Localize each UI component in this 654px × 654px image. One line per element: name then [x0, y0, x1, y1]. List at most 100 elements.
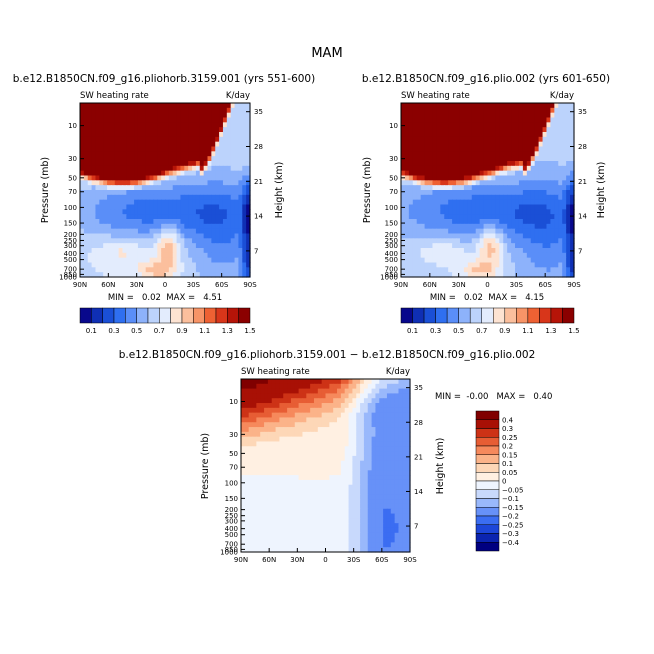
contour-cell — [491, 257, 496, 264]
contour-cell — [192, 141, 197, 148]
contour-cell — [404, 165, 410, 172]
contour-cell — [203, 204, 209, 210]
contour-cell — [408, 161, 414, 167]
contour-cell — [394, 407, 400, 414]
contour-cell — [546, 248, 552, 254]
contour-cell — [298, 398, 304, 404]
contour-cell — [518, 248, 524, 254]
contour-cell — [226, 252, 232, 259]
contour-cell — [290, 489, 296, 495]
contour-cell — [83, 146, 89, 152]
contour-cell — [134, 190, 139, 196]
contour-cell — [317, 403, 323, 409]
x-tick-label: 60S — [538, 281, 552, 289]
contour-cell — [126, 146, 131, 152]
contour-cell — [134, 238, 139, 244]
contour-cell — [542, 238, 548, 244]
contour-cell — [424, 248, 430, 254]
contour-cell — [87, 161, 93, 167]
contour-cell — [448, 107, 453, 114]
contour-cell — [507, 233, 512, 239]
contour-cell — [526, 199, 532, 206]
contour-cell — [294, 412, 300, 419]
contour-cell — [325, 489, 330, 495]
contour-cell — [570, 185, 575, 191]
contour-cell — [444, 107, 449, 114]
contour-cell — [416, 165, 422, 172]
contour-cell — [337, 547, 342, 553]
contour-cell — [340, 537, 346, 543]
contour-cell — [294, 379, 300, 385]
contour-cell — [530, 194, 536, 201]
contour-cell — [195, 161, 201, 167]
contour-cell — [436, 107, 441, 114]
contour-cell — [219, 238, 224, 244]
contour-cell — [283, 523, 288, 529]
contour-cell — [432, 214, 437, 220]
subtitle-left: SW heating rate — [80, 91, 149, 101]
contour-cell — [554, 272, 559, 278]
contour-cell — [279, 431, 284, 438]
contour-cell — [203, 165, 209, 172]
contour-cell — [110, 132, 116, 138]
contour-cell — [530, 219, 536, 225]
contour-cell — [184, 117, 189, 123]
contour-cell — [404, 117, 410, 123]
contour-cell — [306, 465, 311, 471]
contour-cell — [337, 523, 342, 529]
contour-cell — [241, 470, 246, 476]
contour-cell — [386, 537, 392, 543]
contour-cell — [475, 223, 481, 230]
contour-cell — [188, 199, 193, 206]
contour-cell — [264, 499, 269, 505]
contour-cell — [110, 141, 116, 148]
contour-cell — [211, 267, 216, 273]
contour-cell — [230, 219, 236, 225]
contour-cell — [110, 136, 116, 143]
contour-cell — [542, 223, 548, 230]
contour-cell — [168, 243, 174, 249]
contour-cell — [238, 170, 243, 177]
contour-cell — [195, 170, 201, 177]
contour-cell — [87, 267, 93, 273]
contour-cell — [386, 489, 392, 495]
contour-cell — [141, 117, 147, 123]
contour-cell — [153, 112, 158, 119]
contour-cell — [302, 427, 307, 433]
contour-cell — [161, 199, 166, 206]
contour-cell — [420, 151, 426, 157]
contour-cell — [137, 185, 143, 191]
contour-cell — [287, 479, 292, 486]
contour-cell — [408, 199, 414, 206]
contour-cell — [456, 238, 461, 244]
contour-cell — [420, 228, 426, 235]
contour-cell — [317, 547, 323, 553]
contour-cell — [242, 252, 247, 259]
contour-cell — [219, 180, 224, 186]
contour-cell — [542, 146, 548, 152]
contour-cell — [207, 175, 212, 181]
contour-cell — [203, 103, 209, 109]
contour-cell — [570, 107, 575, 114]
contour-cell — [145, 156, 151, 162]
contour-cell — [448, 248, 453, 254]
contour-cell — [313, 398, 319, 404]
contour-cell — [333, 398, 338, 404]
contour-cell — [157, 190, 162, 196]
contour-cell — [333, 412, 338, 419]
contour-cell — [242, 238, 247, 244]
contour-cell — [110, 107, 116, 114]
contour-cell — [238, 156, 243, 162]
contour-cell — [390, 547, 396, 553]
contour-cell — [416, 170, 422, 177]
contour-cell — [137, 267, 143, 273]
x-tick-label: 60N — [101, 281, 115, 289]
contour-cell — [222, 262, 228, 268]
contour-cell — [313, 484, 319, 491]
contour-cell — [383, 489, 388, 495]
contour-cell — [344, 455, 350, 462]
contour-cell — [329, 475, 334, 481]
contour-cell — [546, 161, 552, 167]
contour-cell — [180, 156, 185, 162]
contour-cell — [390, 484, 396, 491]
